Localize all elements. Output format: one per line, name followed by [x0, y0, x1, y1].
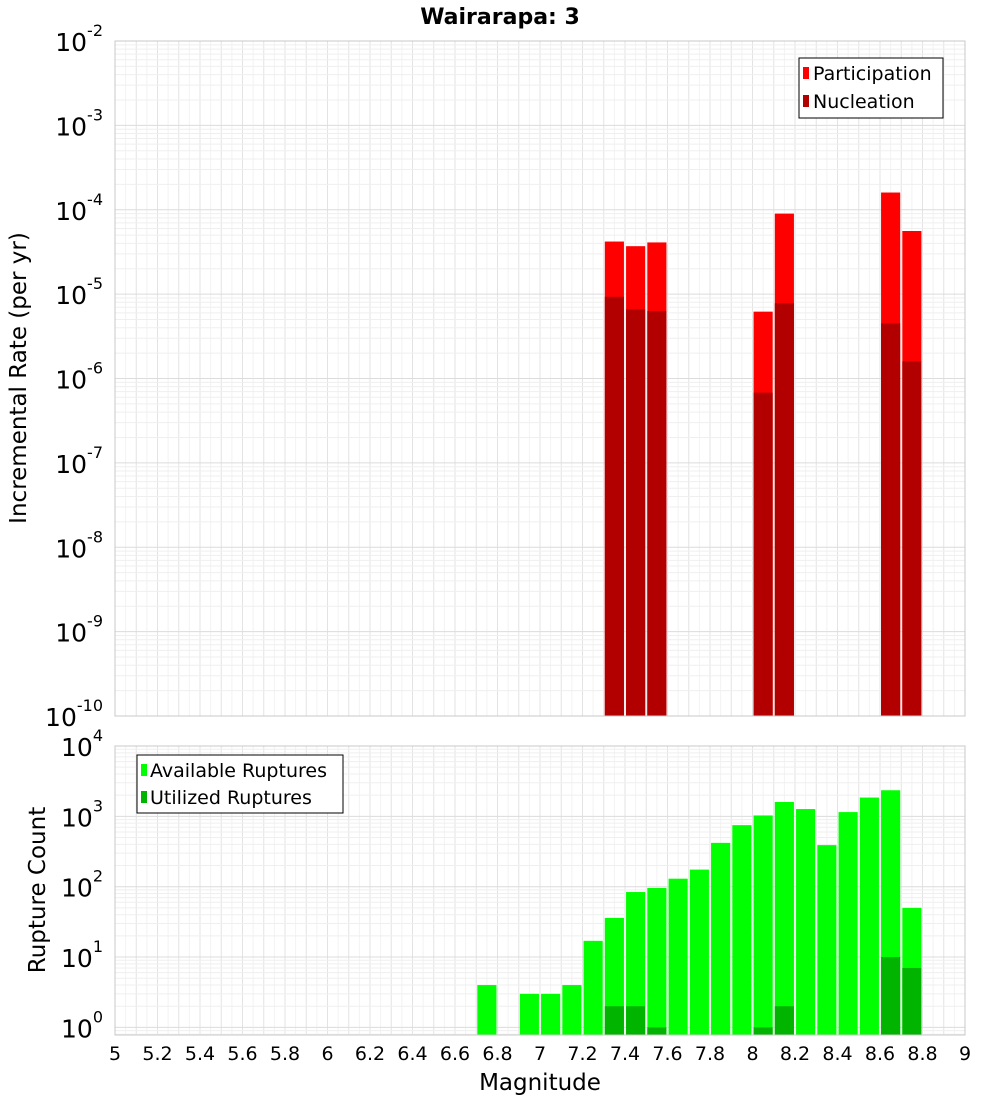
- bar-nucleation-8-15: [774, 303, 794, 716]
- bottom-y-axis-label: Rupture Count: [25, 807, 51, 973]
- x-tick-label: 9: [959, 1043, 971, 1065]
- y-tick-label: 104: [61, 726, 103, 762]
- legend-swatch-utilized: [141, 791, 147, 803]
- top-gridlines: [114, 40, 966, 717]
- x-tick-label: 8.4: [822, 1043, 852, 1065]
- bar-nucleation-7-45: [626, 309, 646, 716]
- bar-available-ruptures-7-65: [668, 878, 688, 1035]
- top-legend: Participation Nucleation: [798, 57, 944, 119]
- bar-available-ruptures-8-55: [859, 797, 879, 1035]
- x-tick-label: 5: [109, 1043, 121, 1065]
- bar-utilized-ruptures-7-45: [626, 1006, 646, 1035]
- bar-available-ruptures-7-35: [604, 917, 624, 1035]
- bottom-plot-border: [114, 745, 966, 1036]
- y-tick-label: 102: [61, 867, 103, 903]
- bar-utilized-ruptures-8-15: [774, 1006, 794, 1035]
- top-y-axis-label: Incremental Rate (per yr): [6, 232, 32, 524]
- bar-available-ruptures-8-15: [774, 801, 794, 1035]
- x-tick-label: 6.4: [397, 1043, 427, 1065]
- bar-utilized-ruptures-7-35: [604, 1006, 624, 1035]
- x-tick-label: 5.2: [142, 1043, 172, 1065]
- y-tick-label: 10-6: [55, 359, 103, 395]
- bottom-legend: Available Ruptures Utilized Ruptures: [136, 754, 344, 814]
- bar-available-ruptures-7-15: [562, 985, 582, 1035]
- legend-label-available: Available Ruptures: [150, 760, 327, 782]
- bar-available-ruptures-8-05: [753, 815, 773, 1035]
- bar-available-ruptures-7-95: [732, 825, 752, 1035]
- x-tick-label: 7.2: [567, 1043, 597, 1065]
- bottom-bars: [477, 790, 922, 1035]
- top-legend-box: [798, 57, 944, 119]
- y-tick-label: 10-5: [55, 274, 103, 310]
- top-panel: 10-10 10-9 10-8 10-7 10-6 10-5 10-4 10-3 10-2 In…: [6, 21, 966, 732]
- x-tick-label: 7.4: [610, 1043, 640, 1065]
- x-tick-label: 8: [746, 1043, 758, 1065]
- x-tick-label: 5.8: [270, 1043, 300, 1065]
- bar-nucleation-8-65: [881, 323, 901, 716]
- bar-utilized-ruptures-8-75: [902, 967, 922, 1035]
- bar-available-ruptures-7-05: [541, 993, 561, 1035]
- top-bars: [604, 192, 922, 717]
- bar-available-ruptures-6-95: [519, 993, 539, 1035]
- y-tick-label: 101: [61, 937, 103, 973]
- bar-available-ruptures-7-25: [583, 940, 603, 1035]
- x-tick-label: 6.6: [440, 1043, 470, 1065]
- x-tick-label: 7: [534, 1043, 546, 1065]
- bar-nucleation-8-05: [753, 392, 773, 716]
- bar-nucleation-7-55: [647, 311, 667, 716]
- x-tick-label: 7.8: [695, 1043, 725, 1065]
- bar-utilized-ruptures-8-65: [881, 957, 901, 1035]
- y-tick-label: 100: [61, 1007, 103, 1043]
- bar-available-ruptures-7-45: [626, 892, 646, 1035]
- top-plot-border: [114, 40, 966, 717]
- bar-available-ruptures-7-55: [647, 887, 667, 1035]
- legend-label-nucleation: Nucleation: [813, 91, 915, 113]
- bar-nucleation-8-75: [902, 361, 922, 716]
- bar-available-ruptures-7-75: [689, 869, 709, 1035]
- y-tick-label: 10-8: [55, 527, 103, 563]
- x-tick-label: 8.8: [907, 1043, 937, 1065]
- bottom-y-ticks: 100 101 102 103 104: [61, 726, 103, 1043]
- bottom-panel: 100 101 102 103 104 5 5.2 5.4 5.6 5.8 6 6.2 6.4 6.6 6…: [25, 726, 971, 1096]
- bottom-legend-box: [136, 754, 344, 814]
- legend-swatch-available: [141, 764, 147, 776]
- x-tick-label: 6: [321, 1043, 333, 1065]
- y-tick-label: 103: [61, 796, 103, 832]
- bar-available-ruptures-8-25: [796, 809, 816, 1035]
- x-tick-label: 6.2: [355, 1043, 385, 1065]
- x-tick-label: 8.2: [780, 1043, 810, 1065]
- legend-label-participation: Participation: [813, 63, 932, 85]
- legend-swatch-participation: [803, 67, 809, 79]
- bar-available-ruptures-8-45: [838, 812, 858, 1035]
- top-y-ticks: 10-10 10-9 10-8 10-7 10-6 10-5 10-4 10-3 10-2: [45, 21, 103, 732]
- bar-nucleation-7-35: [604, 296, 624, 716]
- chart-title: Wairarapa: 3: [420, 5, 580, 30]
- y-tick-label: 10-2: [55, 21, 103, 57]
- legend-swatch-nucleation: [803, 95, 809, 107]
- y-tick-label: 10-4: [55, 190, 103, 226]
- x-tick-label: 7.6: [652, 1043, 682, 1065]
- legend-label-utilized: Utilized Ruptures: [150, 787, 312, 809]
- y-tick-label: 10-10: [45, 696, 103, 732]
- y-tick-label: 10-9: [55, 612, 103, 648]
- bar-utilized-ruptures-7-55: [647, 1027, 667, 1035]
- x-tick-label: 8.6: [865, 1043, 895, 1065]
- bar-available-ruptures-6-75: [477, 985, 497, 1035]
- bottom-x-ticks: 5 5.2 5.4 5.6 5.8 6 6.2 6.4 6.6 6.8 7 7.2 7.4 7.6 7.8 8…: [109, 1043, 971, 1065]
- y-tick-label: 10-3: [55, 105, 103, 141]
- y-tick-label: 10-7: [55, 443, 103, 479]
- bottom-x-axis-label: Magnitude: [479, 1070, 601, 1096]
- bar-available-ruptures-8-35: [817, 845, 837, 1035]
- x-tick-label: 5.4: [185, 1043, 215, 1065]
- bar-utilized-ruptures-8-05: [753, 1027, 773, 1035]
- x-tick-label: 6.8: [482, 1043, 512, 1065]
- bar-available-ruptures-7-85: [711, 842, 731, 1035]
- x-tick-label: 5.6: [227, 1043, 257, 1065]
